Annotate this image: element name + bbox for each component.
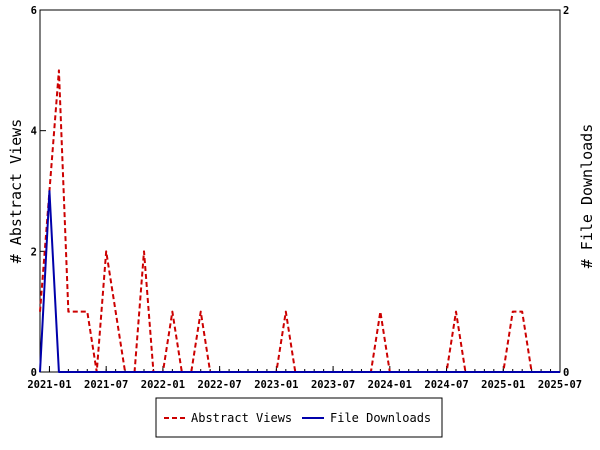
plot-area xyxy=(39,9,561,373)
legend-box xyxy=(155,397,443,438)
x-tick-label: 2023-07 xyxy=(311,379,355,391)
legend: Abstract Views File Downloads xyxy=(155,397,443,438)
legend-label-abstract-views: Abstract Views xyxy=(191,411,292,425)
x-tick-label: 2021-07 xyxy=(84,379,128,391)
series-line-file-downloads xyxy=(39,190,560,373)
x-tick-label: 2022-07 xyxy=(198,379,242,391)
y-left-tick-label: 4 xyxy=(31,126,37,138)
x-tick-label: 2025-01 xyxy=(481,379,525,391)
x-tick-label: 2024-07 xyxy=(424,379,468,391)
x-tick-label: 2023-01 xyxy=(254,379,298,391)
y-left-tick-label: 6 xyxy=(31,5,37,17)
x-tick-label: 2025-07 xyxy=(538,379,582,391)
x-tick-label: 2022-01 xyxy=(141,379,185,391)
x-tick-label: 2021-01 xyxy=(27,379,71,391)
y-axis-right-title: # File Downloads xyxy=(578,124,596,269)
y-left-tick-label: 0 xyxy=(31,367,37,379)
series-layer xyxy=(39,69,560,373)
tick-layer: 2021-01 2021-07 2022-01 2022-07 2023-01 2023-… xyxy=(27,5,582,391)
y-right-tick-label: 0 xyxy=(563,367,569,379)
legend-label-file-downloads: File Downloads xyxy=(330,411,431,425)
y-axis-left-title: # Abstract Views xyxy=(7,119,25,264)
y-right-tick-label: 2 xyxy=(563,5,569,17)
x-tick-label: 2024-01 xyxy=(368,379,412,391)
y-left-tick-label: 2 xyxy=(31,246,37,258)
